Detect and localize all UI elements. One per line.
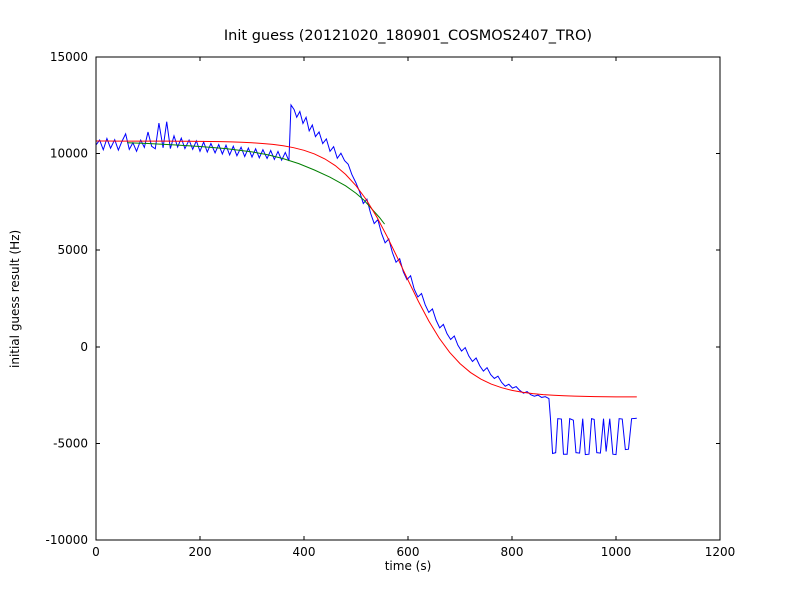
model-fit-red-line xyxy=(96,140,637,398)
x-tick-label: 0 xyxy=(92,545,100,559)
y-tick-label: 10000 xyxy=(50,147,88,161)
y-tick-label: -5000 xyxy=(53,436,88,450)
chart-title: Init guess (20121020_180901_COSMOS2407_T… xyxy=(223,28,593,44)
x-tick-label: 800 xyxy=(501,545,524,559)
model-fit-green-line xyxy=(127,142,385,225)
x-tick-label: 1200 xyxy=(705,545,736,559)
x-tick-label: 600 xyxy=(397,545,420,559)
y-axis-label: initial guess result (Hz) xyxy=(8,229,22,368)
y-tick-label: 0 xyxy=(80,340,88,354)
y-tick-label: 15000 xyxy=(50,50,88,64)
plot-border xyxy=(95,56,721,541)
initial-guess-data-line xyxy=(96,103,637,456)
x-tick-label: 1000 xyxy=(601,545,632,559)
y-tick-label: -10000 xyxy=(45,533,88,547)
y-tick-label: 5000 xyxy=(57,243,88,257)
x-tick-label: 200 xyxy=(189,545,212,559)
x-axis-label: time (s) xyxy=(384,559,432,573)
x-tick-label: 400 xyxy=(293,545,316,559)
